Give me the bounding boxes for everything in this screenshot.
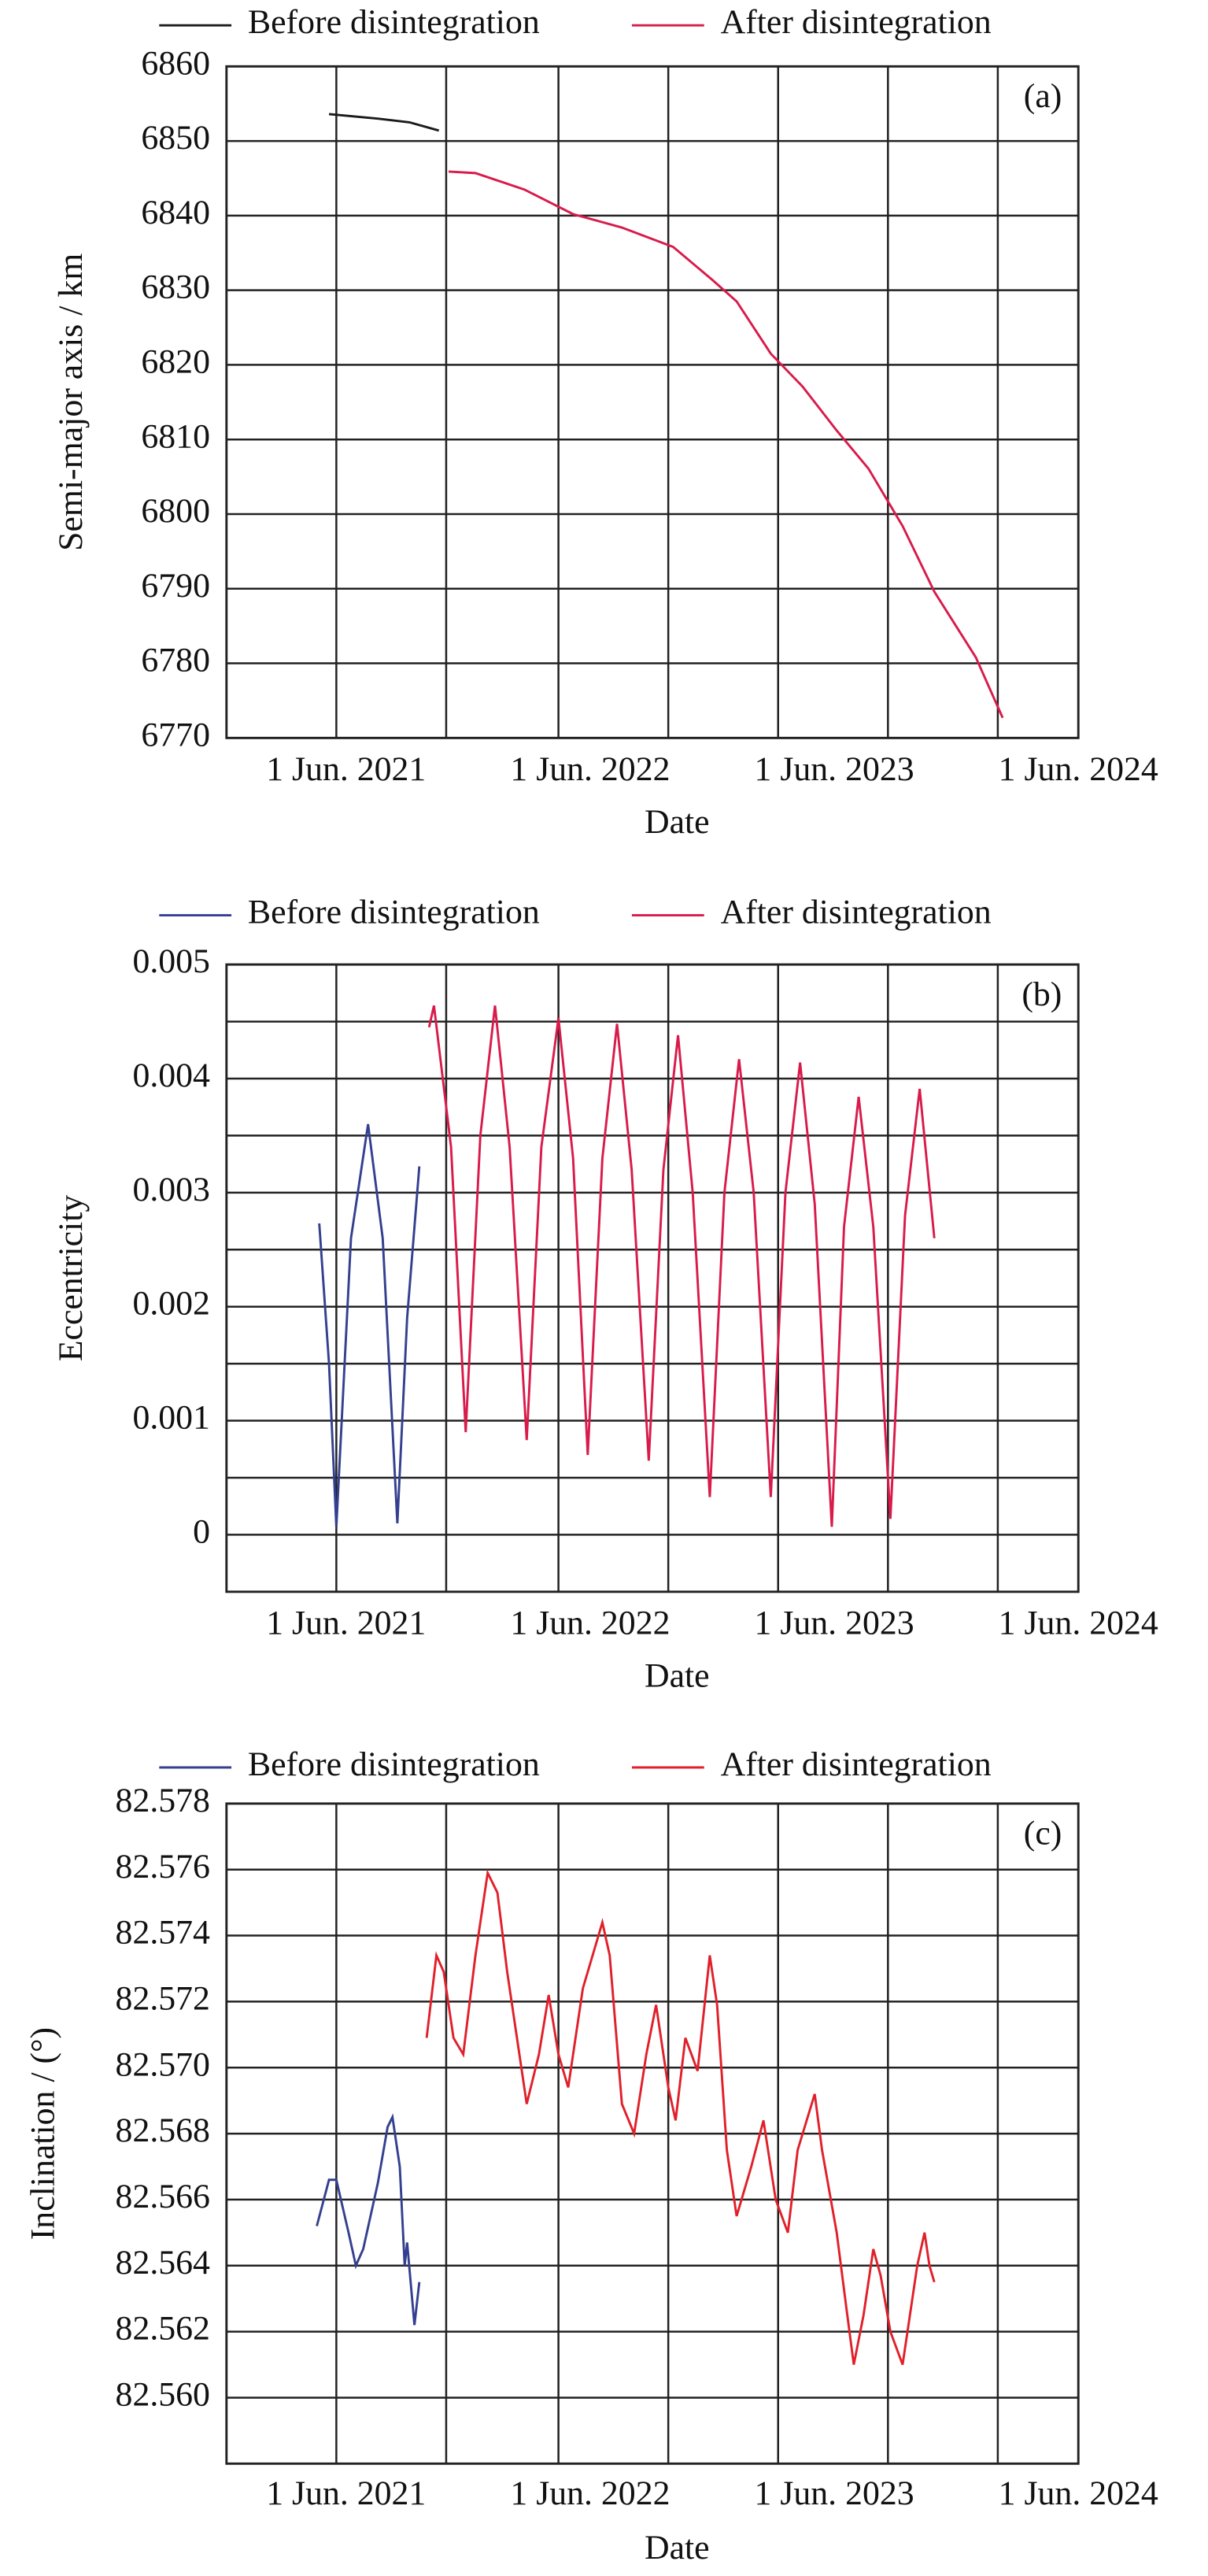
- x-tick-label: 1 Jun. 2024: [999, 2474, 1158, 2512]
- y-tick-label: 82.560: [116, 2375, 210, 2413]
- y-tick-label: 6840: [141, 194, 210, 231]
- plot-frame: [225, 1802, 1080, 2465]
- y-tick-label: 82.562: [116, 2310, 210, 2348]
- data-line: [448, 170, 1004, 719]
- plot-frame: [225, 65, 1080, 739]
- legend-label: After disintegration: [721, 894, 992, 931]
- data-line: [328, 113, 440, 132]
- y-tick-label: 6830: [141, 268, 210, 306]
- y-tick-label: 82.576: [116, 1848, 210, 1886]
- y-tick-label: 6860: [141, 44, 210, 82]
- y-tick-label: 6850: [141, 119, 210, 157]
- x-tick-label: 1 Jun. 2022: [510, 2474, 670, 2512]
- y-tick-label: 0.003: [132, 1171, 210, 1208]
- legend-label: After disintegration: [721, 3, 992, 41]
- x-axis-label: Date: [645, 2529, 710, 2567]
- y-tick-label: 0.001: [132, 1399, 210, 1437]
- plot-frame: [225, 963, 1080, 1593]
- y-axis-label: Eccentricity: [52, 1195, 90, 1362]
- x-tick-label: 1 Jun. 2021: [266, 1604, 426, 1642]
- legend-label: Before disintegration: [248, 894, 540, 931]
- legend-label: After disintegration: [721, 1745, 992, 1783]
- y-axis-label: Semi-major axis / km: [52, 254, 90, 551]
- y-tick-label: 0.005: [132, 942, 210, 980]
- x-tick-label: 1 Jun. 2024: [999, 750, 1158, 788]
- x-tick-label: 1 Jun. 2023: [755, 750, 914, 788]
- y-tick-label: 0.004: [132, 1057, 210, 1094]
- y-tick-label: 82.578: [116, 1782, 210, 1819]
- x-tick-label: 1 Jun. 2023: [755, 2474, 914, 2512]
- y-tick-label: 6790: [141, 567, 210, 605]
- x-tick-label: 1 Jun. 2022: [510, 750, 670, 788]
- x-tick-label: 1 Jun. 2021: [266, 2474, 426, 2512]
- y-tick-label: 82.572: [116, 1979, 210, 2017]
- panel-label: (c): [1024, 1815, 1062, 1852]
- y-tick-label: 6820: [141, 342, 210, 380]
- data-line: [318, 1123, 421, 1527]
- y-tick-label: 6800: [141, 492, 210, 530]
- y-tick-label: 6780: [141, 642, 210, 679]
- x-tick-label: 1 Jun. 2021: [266, 750, 426, 788]
- x-axis-label: Date: [645, 803, 710, 841]
- x-tick-label: 1 Jun. 2022: [510, 1604, 670, 1642]
- y-tick-label: 6810: [141, 417, 210, 455]
- y-tick-label: 0: [193, 1512, 210, 1550]
- data-line: [427, 1005, 936, 1527]
- y-tick-label: 82.570: [116, 2045, 210, 2083]
- y-tick-label: 82.564: [116, 2244, 211, 2282]
- x-axis-label: Date: [645, 1656, 710, 1694]
- x-tick-label: 1 Jun. 2024: [999, 1604, 1158, 1642]
- y-tick-label: 82.568: [116, 2112, 210, 2149]
- y-axis-label: Inclination / (°): [24, 2027, 61, 2240]
- panel-label: (b): [1021, 975, 1062, 1013]
- y-tick-label: 6770: [141, 716, 210, 753]
- x-tick-label: 1 Jun. 2023: [755, 1604, 914, 1642]
- y-tick-label: 0.002: [132, 1285, 210, 1323]
- data-line: [425, 1869, 936, 2366]
- y-tick-label: 82.566: [116, 2178, 210, 2215]
- legend-label: Before disintegration: [248, 1745, 540, 1783]
- data-line: [316, 2113, 421, 2326]
- panel-label: (a): [1024, 77, 1062, 115]
- y-tick-label: 82.574: [116, 1914, 211, 1952]
- legend-label: Before disintegration: [248, 3, 540, 41]
